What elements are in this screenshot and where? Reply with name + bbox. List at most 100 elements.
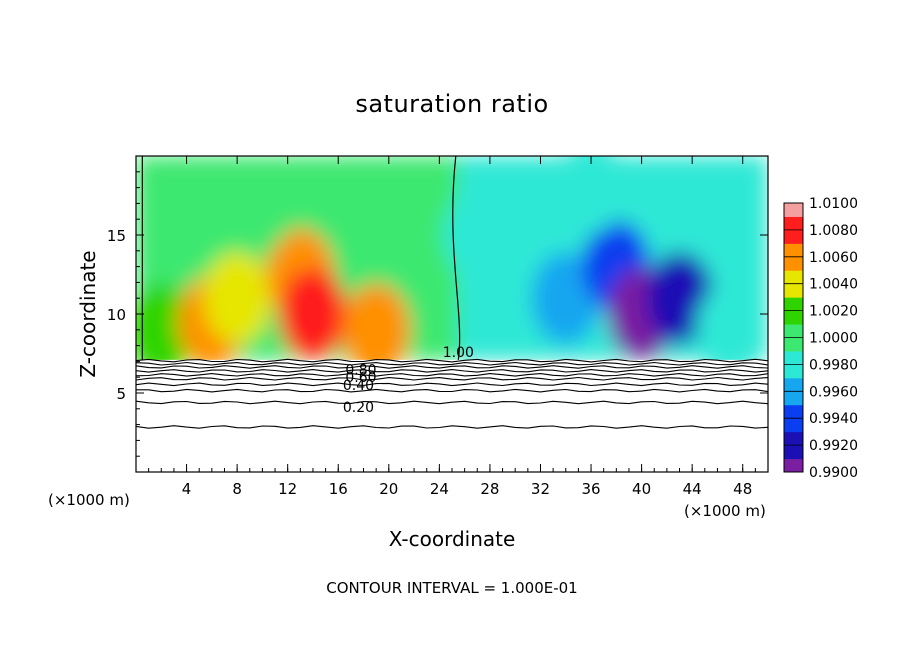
x-tick-label: 28 bbox=[480, 480, 499, 498]
field-sample bbox=[557, 156, 626, 234]
colorbar-swatch bbox=[784, 243, 803, 251]
x-tick-label: 4 bbox=[182, 480, 192, 498]
contour-line bbox=[136, 365, 768, 369]
colorbar-label: 0.9980 bbox=[809, 357, 858, 373]
colorbar-label: 1.0100 bbox=[809, 196, 858, 212]
colorbar-swatch bbox=[784, 229, 803, 238]
x-tick-label: 36 bbox=[581, 480, 600, 498]
field-sample bbox=[342, 283, 411, 376]
x-tick-label: 44 bbox=[683, 480, 702, 498]
x-tick-label: 20 bbox=[379, 480, 398, 498]
colorbar-label: 0.9960 bbox=[809, 384, 858, 400]
contour-line bbox=[136, 376, 768, 381]
cloud-free-region bbox=[136, 359, 768, 472]
contour-line bbox=[136, 425, 768, 429]
field-sample bbox=[531, 252, 600, 345]
field-sample bbox=[443, 189, 512, 281]
contour-1-00 bbox=[141, 156, 461, 360]
field-sample bbox=[696, 283, 765, 376]
contour-label: 0.80 bbox=[345, 362, 376, 378]
x-tick-label: 8 bbox=[232, 480, 242, 498]
x-tick-label: 48 bbox=[733, 480, 752, 498]
contour-line bbox=[136, 388, 768, 393]
colorbar-swatch bbox=[784, 458, 803, 466]
colorbar-swatch bbox=[784, 236, 803, 244]
colorbar-swatch bbox=[784, 371, 803, 379]
colorbar-swatch bbox=[784, 438, 803, 446]
x-unit-left: (×1000 m) bbox=[48, 491, 130, 509]
colorbar-swatch bbox=[784, 404, 803, 412]
contour-line bbox=[136, 369, 768, 373]
colorbar-swatch bbox=[784, 256, 803, 265]
colorbar-swatch bbox=[784, 384, 803, 392]
contour-line bbox=[136, 373, 768, 377]
colorbar-swatch bbox=[784, 364, 803, 372]
colorbar-swatch bbox=[784, 310, 803, 318]
y-tick-label: 5 bbox=[116, 385, 126, 403]
field-sample bbox=[645, 252, 714, 345]
colorbar-label: 1.0000 bbox=[809, 331, 858, 347]
x-tick-label: 40 bbox=[632, 480, 651, 498]
x-axis: 4 8 12 16 20 24 28 32 36 40 44 48 bbox=[148, 156, 756, 498]
colorbar-label: 0.9920 bbox=[809, 438, 858, 454]
y-axis: 5 10 15 bbox=[107, 171, 768, 457]
colorbar-swatch bbox=[784, 263, 803, 271]
contour-label: 0.40 bbox=[343, 378, 374, 394]
colorbar-swatch bbox=[784, 283, 803, 291]
chart-title: saturation ratio bbox=[355, 90, 548, 118]
colorbar-swatch bbox=[784, 276, 803, 285]
colorbar-swatch bbox=[784, 337, 803, 345]
colorbar-swatch bbox=[784, 350, 803, 359]
colorbar-label: 1.0060 bbox=[809, 250, 858, 266]
colorbar-swatch bbox=[784, 297, 803, 305]
field-sample bbox=[278, 268, 347, 360]
colorbar-label: 1.0020 bbox=[809, 304, 858, 320]
colorbar-swatch bbox=[784, 270, 803, 278]
contour-line bbox=[136, 382, 768, 387]
x-axis-label: X-coordinate bbox=[389, 527, 516, 551]
x-unit-right: (×1000 m) bbox=[684, 502, 766, 520]
colorbar-swatch bbox=[784, 398, 803, 406]
y-axis-label: Z-coordinate bbox=[76, 250, 100, 377]
x-tick-label: 24 bbox=[430, 480, 449, 498]
x-tick-label: 32 bbox=[531, 480, 550, 498]
y-tick-label: 10 bbox=[107, 306, 126, 324]
colorbar: 0.9900 0.9920 0.9940 0.9960 0.9980 1.0000 1.00… bbox=[783, 196, 858, 481]
colorbar-swatch bbox=[784, 209, 803, 217]
contour-label: 1.00 bbox=[443, 345, 474, 361]
contour-line bbox=[136, 361, 768, 366]
colorbar-swatch bbox=[784, 290, 803, 298]
x-tick-label: 12 bbox=[278, 480, 297, 498]
contour-line bbox=[136, 400, 768, 405]
colorbar-swatch bbox=[784, 303, 803, 312]
colorbar-swatch bbox=[784, 451, 803, 460]
colorbar-swatch bbox=[784, 330, 803, 338]
colorbar-swatch bbox=[784, 344, 803, 352]
colorbar-swatch bbox=[784, 424, 803, 433]
contour-line bbox=[136, 358, 768, 363]
colorbar-label: 0.9940 bbox=[809, 411, 858, 427]
colorbar-label: 1.0080 bbox=[809, 223, 858, 239]
colorbar-swatch bbox=[784, 317, 803, 325]
x-tick-label: 16 bbox=[329, 480, 348, 498]
contour-interval: CONTOUR INTERVAL = 1.000E-01 bbox=[326, 579, 577, 597]
colorbar-swatch bbox=[784, 377, 803, 386]
plot-area: 1.000.800.600.400.20 4 8 12 16 20 24 28 32 36 40 4… bbox=[107, 155, 769, 498]
colorbar-swatch bbox=[784, 465, 803, 473]
field-sample bbox=[228, 157, 297, 250]
colorbar-swatch bbox=[784, 216, 803, 224]
colorbar-swatch bbox=[784, 431, 803, 439]
colorbar-swatch bbox=[784, 324, 803, 332]
colorbar-swatch bbox=[784, 203, 803, 211]
colorbar-swatch bbox=[784, 391, 803, 399]
contour-lines: 1.00 0.800.600.40 0.20 bbox=[136, 156, 768, 429]
colorbar-swatch bbox=[784, 411, 803, 419]
colorbar-swatch bbox=[784, 223, 803, 231]
colorbar-swatch bbox=[784, 250, 803, 258]
contour-label: 0.60 bbox=[345, 370, 376, 386]
contour-label: 0.20 bbox=[343, 400, 374, 416]
colorbar-swatch bbox=[784, 418, 803, 426]
colorbar-swatch bbox=[784, 357, 803, 365]
colorbar-label: 0.9900 bbox=[809, 465, 858, 481]
field-sample bbox=[203, 252, 272, 345]
